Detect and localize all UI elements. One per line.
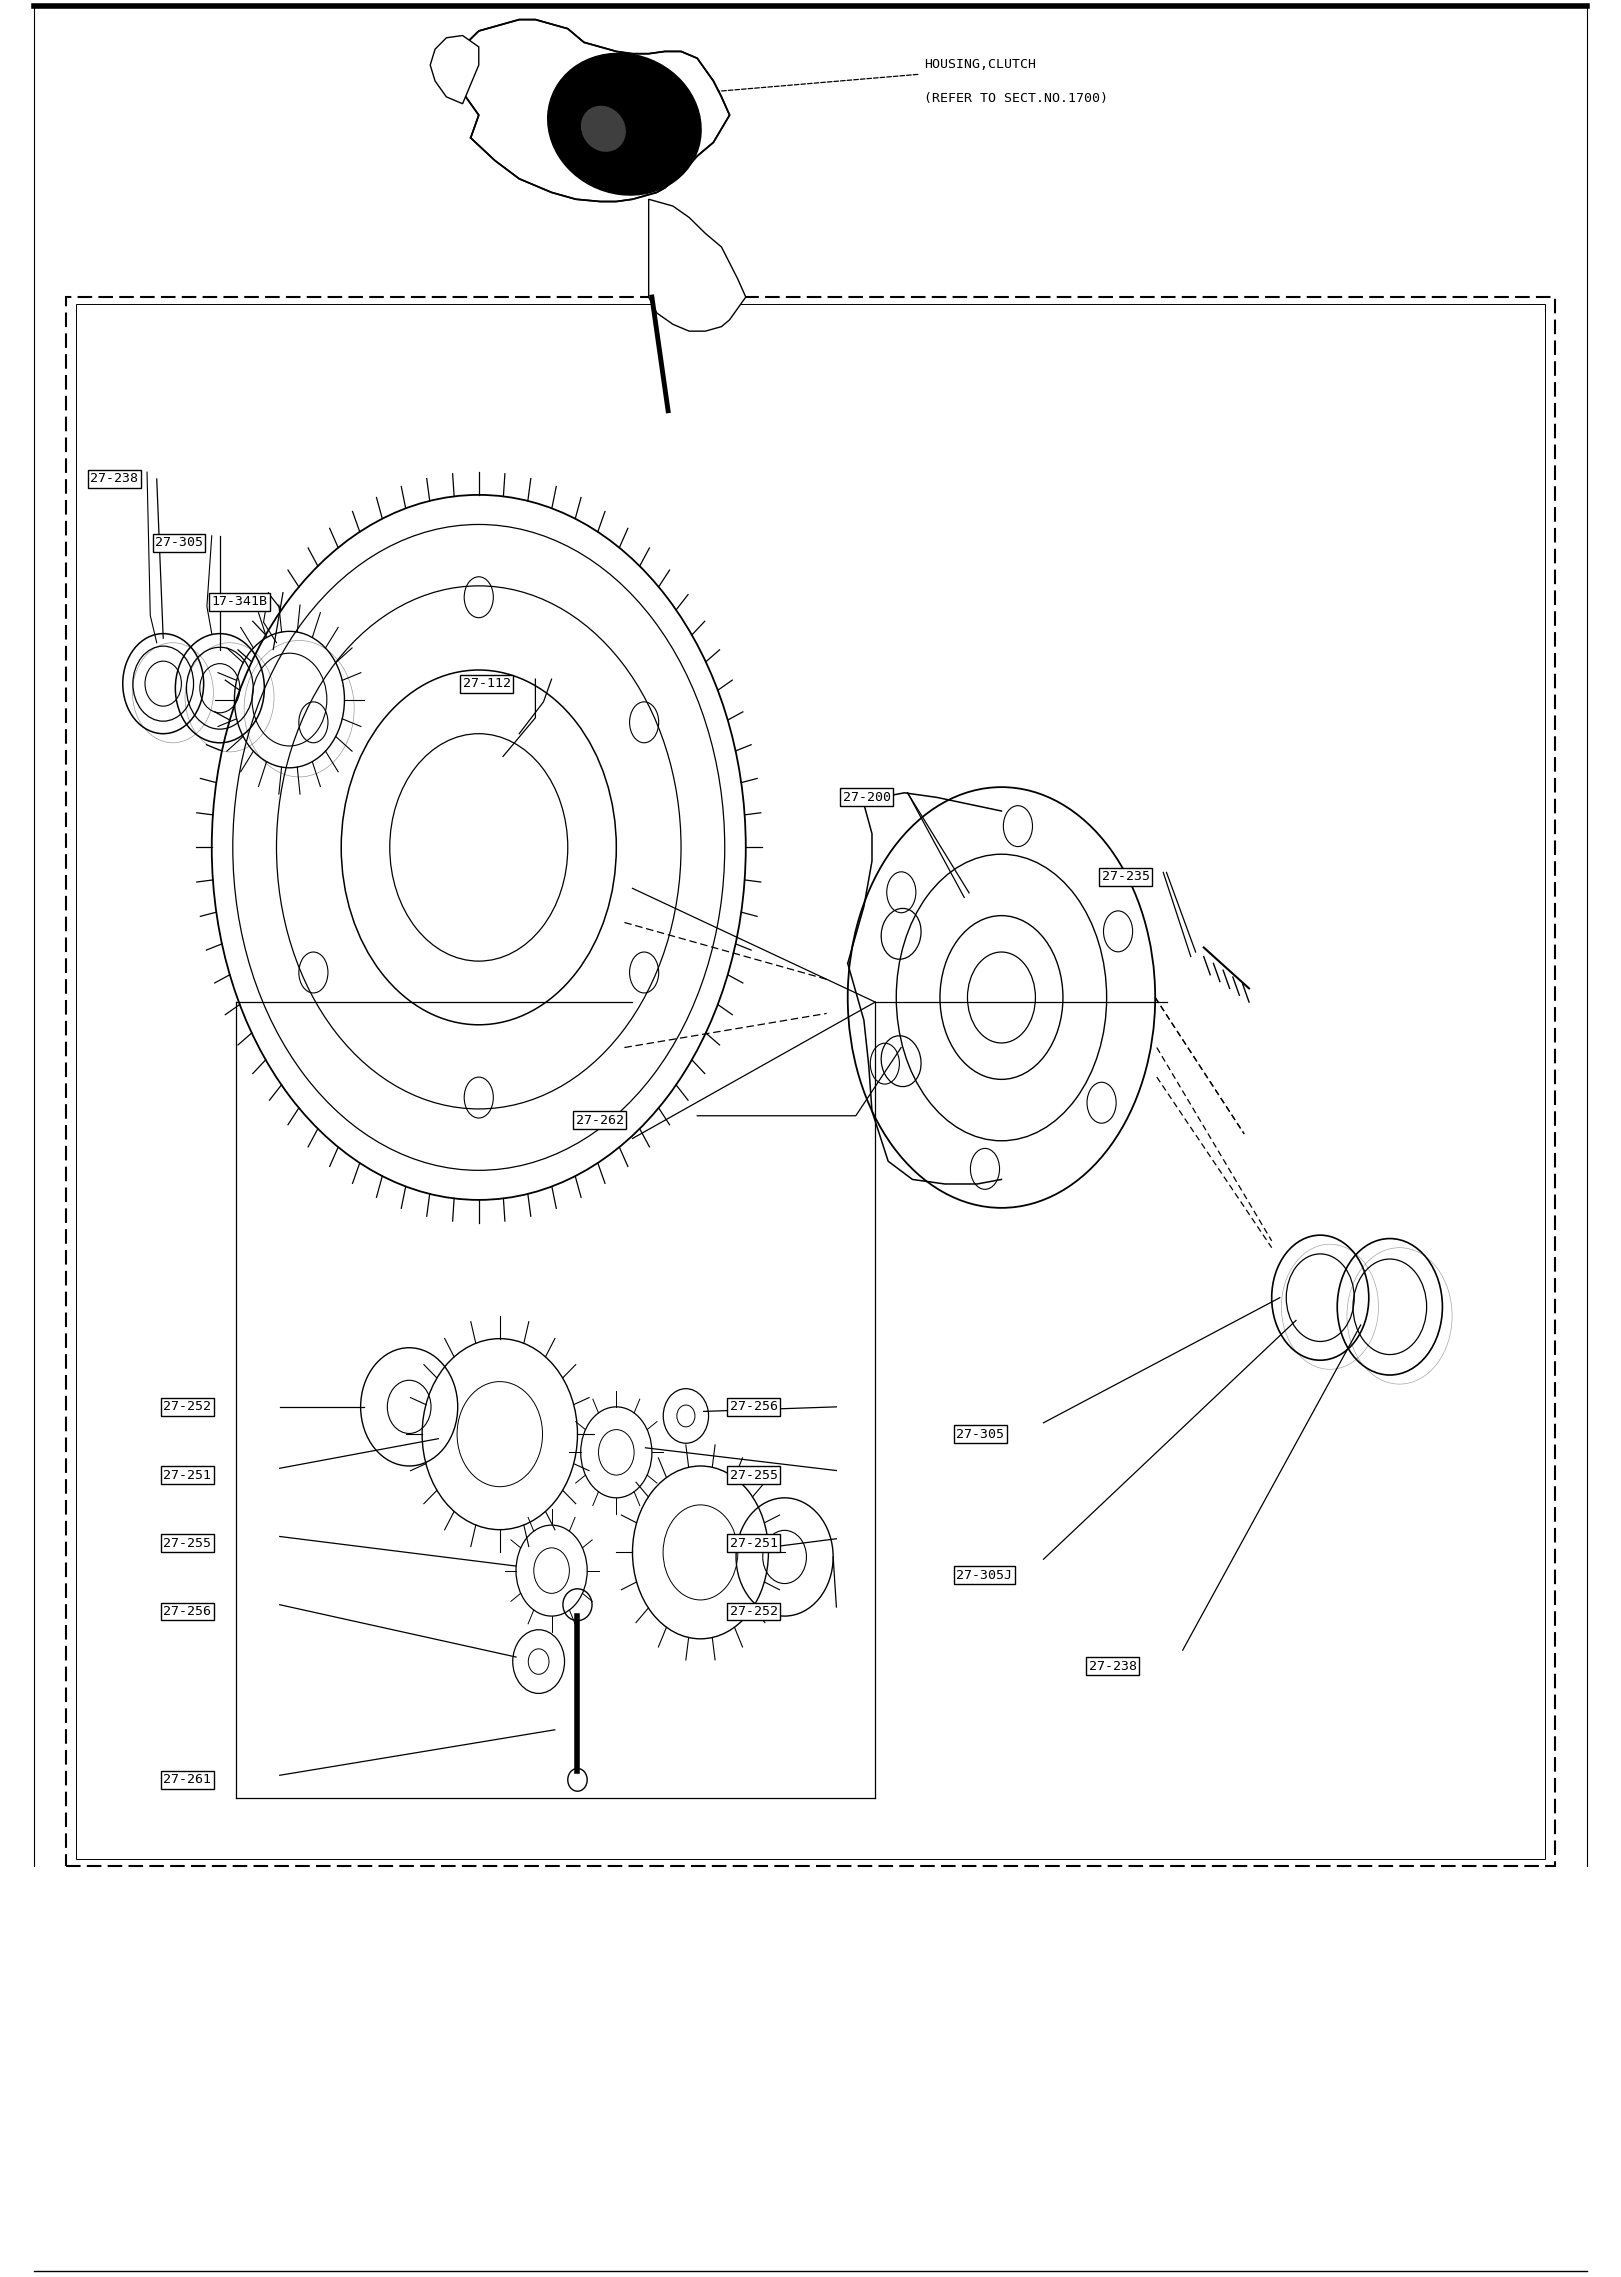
Text: 27-262: 27-262 (575, 1113, 624, 1127)
Text: 27-256: 27-256 (729, 1400, 778, 1414)
Text: 27-261: 27-261 (164, 1774, 211, 1787)
Text: 27-251: 27-251 (729, 1537, 778, 1551)
Text: 27-112: 27-112 (462, 676, 511, 690)
Text: 27-256: 27-256 (164, 1605, 211, 1619)
Text: 27-251: 27-251 (164, 1469, 211, 1482)
Text: 27-305: 27-305 (956, 1428, 1003, 1441)
Text: 27-238: 27-238 (1089, 1660, 1136, 1674)
Bar (76, 303, 1545, 1860)
Text: 27-235: 27-235 (1102, 870, 1149, 883)
Text: (REFER TO SECT.NO.1700): (REFER TO SECT.NO.1700) (924, 93, 1107, 105)
Text: 27-238: 27-238 (91, 471, 138, 485)
Polygon shape (648, 200, 746, 330)
Text: 27-305: 27-305 (156, 535, 203, 549)
Bar (66, 296, 1555, 1867)
Text: 27-255: 27-255 (729, 1469, 778, 1482)
Text: 27-252: 27-252 (164, 1400, 211, 1414)
Text: 17-341B: 17-341B (212, 594, 267, 608)
Ellipse shape (548, 52, 702, 196)
Text: 27-252: 27-252 (729, 1605, 778, 1619)
Text: 27-305J: 27-305J (956, 1569, 1012, 1583)
Polygon shape (454, 20, 729, 203)
Text: HOUSING,CLUTCH: HOUSING,CLUTCH (924, 59, 1036, 71)
Text: 27-255: 27-255 (164, 1537, 211, 1551)
Text: 27-200: 27-200 (843, 790, 892, 804)
Polygon shape (430, 36, 478, 105)
Ellipse shape (580, 105, 626, 153)
